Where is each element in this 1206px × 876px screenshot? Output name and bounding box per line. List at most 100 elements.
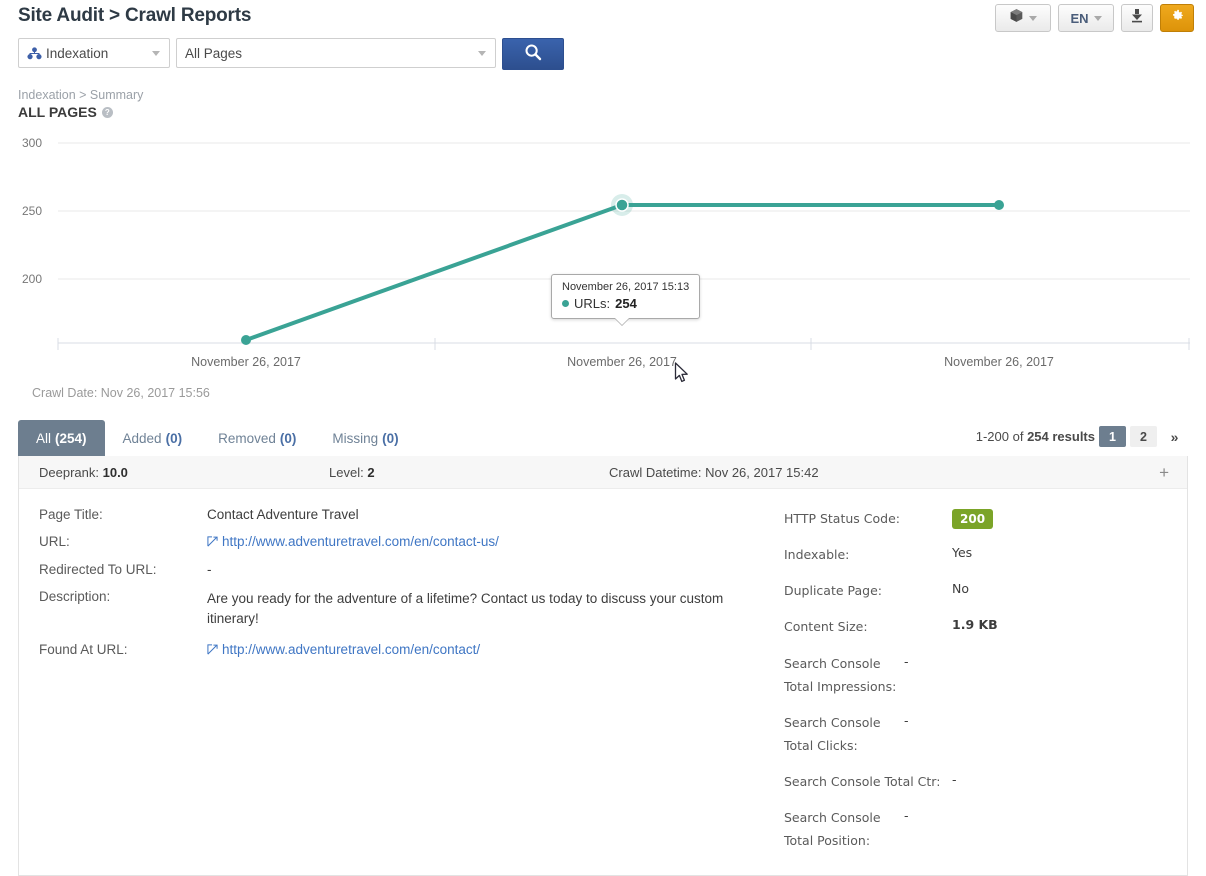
deeprank-label: Deeprank: <box>39 464 99 480</box>
settings-button[interactable] <box>1160 4 1194 32</box>
tooltip-date: November 26, 2017 15:13 <box>562 281 690 293</box>
field-url-label: URL: <box>39 534 70 549</box>
details-left-column: Page Title: Contact Adventure Travel URL… <box>19 507 784 865</box>
status-badge: 200 <box>952 509 994 529</box>
field-sc-total-position: Search Console Total Position: - <box>784 806 1187 852</box>
field-duplicate-page: Duplicate Page: No <box>784 579 1187 602</box>
chart-tooltip: November 26, 2017 15:13 URLs: 254 <box>551 274 701 319</box>
crawl-datetime-field: Crawl Datetime: Nov 26, 2017 15:42 <box>609 465 819 480</box>
ytick-300: 300 <box>22 136 42 150</box>
next-page-icon[interactable]: » <box>1170 428 1179 445</box>
tooltip-series-row: URLs: 254 <box>562 296 689 311</box>
field-indexable-label: Indexable: <box>784 547 850 563</box>
sitemap-icon <box>27 46 42 60</box>
download-icon <box>1130 8 1144 28</box>
tab-added[interactable]: Added (0) <box>105 420 201 456</box>
field-sc-total-impressions: Search Console Total Impressions: - <box>784 652 1187 698</box>
field-sc-total-impressions-value: - <box>904 653 909 669</box>
field-description-label: Description: <box>39 589 111 604</box>
project-selector-button[interactable] <box>995 4 1051 32</box>
tab-all-label: All <box>36 430 52 446</box>
language-label: EN <box>1070 10 1089 26</box>
tab-missing[interactable]: Missing (0) <box>314 420 416 456</box>
result-row-details: Page Title: Contact Adventure Travel URL… <box>19 489 1187 875</box>
page-scope-select[interactable]: All Pages <box>176 38 496 68</box>
external-link-icon <box>207 535 218 550</box>
field-redirected-to-url: Redirected To URL: - <box>39 562 784 577</box>
page-title: Site Audit > Crawl Reports <box>18 5 252 26</box>
field-indexable-value: Yes <box>952 545 973 561</box>
result-row-header[interactable]: Deeprank: 10.0 Level: 2 Crawl Datetime: … <box>19 456 1187 489</box>
chevron-down-icon <box>1093 15 1102 21</box>
language-selector-button[interactable]: EN <box>1058 4 1114 32</box>
field-sc-total-position-value: - <box>904 808 909 824</box>
crawl-datetime-label: Crawl Datetime: <box>609 464 702 480</box>
field-url-link[interactable]: http://www.adventuretravel.com/en/contac… <box>207 534 499 550</box>
tooltip-series-label: URLs: <box>574 296 611 311</box>
field-sc-total-position-label: Search Console Total Position: <box>784 810 881 849</box>
deeprank-value: 10.0 <box>102 464 128 480</box>
cube-icon <box>1009 8 1024 28</box>
page-scope-value: All Pages <box>185 45 243 61</box>
tab-added-count: (0) <box>165 430 183 446</box>
level-label: Level: <box>329 464 364 480</box>
report-type-select[interactable]: Indexation <box>18 38 170 68</box>
page-header: Site Audit > Crawl Reports EN <box>0 0 1206 38</box>
level-field: Level: 2 <box>329 465 375 480</box>
data-point-0 <box>241 335 251 345</box>
page-button-1[interactable]: 1 <box>1099 426 1126 447</box>
tab-all[interactable]: All (254) <box>18 420 105 456</box>
field-sc-total-clicks: Search Console Total Clicks: - <box>784 711 1187 757</box>
field-sc-total-ctr: Search Console Total Ctr: - <box>784 770 1187 793</box>
field-sc-total-ctr-value: - <box>952 772 957 787</box>
tab-missing-label: Missing <box>332 430 379 446</box>
help-icon[interactable]: ? <box>101 106 113 118</box>
data-point-2 <box>994 200 1004 210</box>
search-icon <box>524 43 542 66</box>
field-found-at-url-link[interactable]: http://www.adventuretravel.com/en/contac… <box>207 642 480 658</box>
field-description: Description: Are you ready for the adven… <box>39 589 784 630</box>
field-found-at-url-text: http://www.adventuretravel.com/en/contac… <box>222 641 481 657</box>
breadcrumb: Indexation > Summary <box>18 88 144 102</box>
tooltip-series-value: 254 <box>615 296 637 311</box>
results-total: 254 results <box>1027 429 1095 444</box>
search-button[interactable] <box>502 38 564 70</box>
field-duplicate-page-value: No <box>952 581 969 597</box>
download-button[interactable] <box>1121 4 1153 32</box>
deeprank-field: Deeprank: 10.0 <box>39 465 128 480</box>
tab-removed-label: Removed <box>218 430 276 446</box>
header-toolbar: EN <box>995 4 1194 32</box>
field-duplicate-page-label: Duplicate Page: <box>784 583 882 599</box>
field-page-title: Page Title: Contact Adventure Travel <box>39 507 784 522</box>
expand-row-icon[interactable]: + <box>1159 462 1169 482</box>
tab-removed-count: (0) <box>279 430 297 446</box>
crawl-datetime-value: Nov 26, 2017 15:42 <box>705 464 819 480</box>
field-sc-total-impressions-label: Search Console Total Impressions: <box>784 655 897 694</box>
tab-removed[interactable]: Removed (0) <box>200 420 314 456</box>
chevron-down-icon <box>152 50 160 56</box>
field-sc-total-clicks-label: Search Console Total Clicks: <box>784 714 881 753</box>
field-found-at-url: Found At URL: http://www.adventuretravel… <box>39 642 784 658</box>
tooltip-series-dot <box>562 300 569 307</box>
gear-icon <box>1169 8 1185 29</box>
field-found-at-url-label: Found At URL: <box>39 641 128 657</box>
tab-added-label: Added <box>122 430 162 446</box>
xtick-0: November 26, 2017 <box>191 355 301 369</box>
field-http-status-code: HTTP Status Code: 200 <box>784 507 1187 530</box>
section-title-row: ALL PAGES ? <box>18 104 1206 120</box>
field-http-status-code-label: HTTP Status Code: <box>784 511 900 526</box>
page-button-2[interactable]: 2 <box>1130 426 1157 447</box>
xtick-1: November 26, 2017 <box>567 355 677 369</box>
ytick-200: 200 <box>22 272 42 286</box>
field-page-title-value: Contact Adventure Travel <box>207 507 359 522</box>
xtick-2: November 26, 2017 <box>944 355 1054 369</box>
details-right-column: HTTP Status Code: 200 Indexable: Yes Dup… <box>784 507 1187 865</box>
pagination: 1-200 of 254 results 1 2 » <box>976 426 1188 447</box>
ytick-250: 250 <box>22 204 42 218</box>
tab-missing-count: (0) <box>382 430 399 446</box>
level-value: 2 <box>367 464 375 480</box>
field-redirected-to-url-label: Redirected To URL: <box>39 562 157 577</box>
external-link-icon <box>207 643 218 658</box>
chart-canvas: 300 250 200 November 26, 2017 November 2… <box>22 136 1190 369</box>
chevron-down-icon <box>478 50 486 56</box>
